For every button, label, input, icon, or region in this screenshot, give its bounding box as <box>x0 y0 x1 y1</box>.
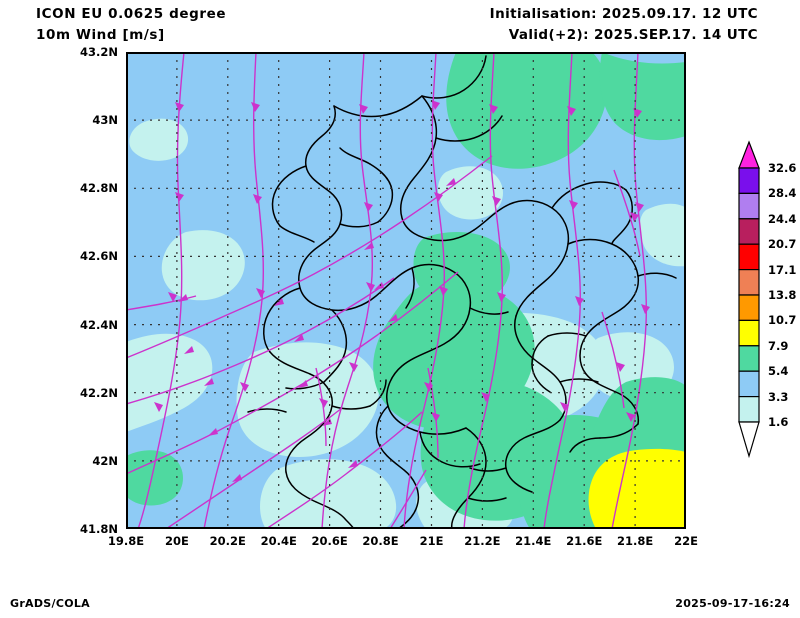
x-tick-label: 21.8E <box>616 534 654 548</box>
colorbar-tick-label: 1.6 <box>768 415 789 429</box>
fill-band-7.9-10.7 <box>588 448 686 529</box>
x-tick-label: 20E <box>164 534 189 548</box>
x-tick-label: 21.2E <box>464 534 501 548</box>
map-gridlines <box>126 52 686 529</box>
y-tick-label: 43N <box>92 113 118 128</box>
variable-subtitle: 10m Wind [m/s] <box>36 27 165 43</box>
colorbar-over-arrow <box>738 140 760 169</box>
initialisation-time: Initialisation: 2025.09.17. 12 UTC <box>489 6 758 22</box>
y-tick-label: 42.8N <box>80 181 118 196</box>
x-tick-label: 20.4E <box>260 534 297 548</box>
y-tick-label: 42.2N <box>80 385 118 400</box>
x-tick-label: 21.6E <box>566 534 603 548</box>
colorbar-tick-label: 24.4 <box>768 211 797 226</box>
y-tick-label: 42.6N <box>80 249 118 264</box>
colorbar-tick-label: 5.4 <box>768 364 789 379</box>
x-tick-label: 21E <box>419 534 444 548</box>
colorbar-under-arrow <box>738 421 760 458</box>
weather-map-svg <box>126 52 686 529</box>
y-tick-label: 43.2N <box>80 45 118 59</box>
colorbar-tick-label: 20.7 <box>768 237 797 252</box>
y-tick-label: 41.8N <box>80 522 118 536</box>
colorbar-tick-label: 7.9 <box>768 338 789 353</box>
colorbar-tick-label: 32.6 <box>768 161 797 175</box>
y-tick-label: 42N <box>92 453 118 468</box>
x-tick-label: 20.6E <box>311 534 348 548</box>
x-tick-label: 20.8E <box>362 534 399 548</box>
colorbar <box>726 140 800 458</box>
model-title: ICON EU 0.0625 degree <box>36 6 227 22</box>
colorbar-tick-label: 13.8 <box>768 288 797 302</box>
colorbar-tick-label: 10.7 <box>768 313 797 328</box>
colorbar-tick-label: 3.3 <box>768 389 789 404</box>
x-tick-label: 21.4E <box>515 534 552 548</box>
y-tick-label: 42.4N <box>80 317 118 332</box>
producer-credit: GrADS/COLA <box>10 597 90 610</box>
streamline-arrowheads <box>154 100 650 482</box>
x-tick-label: 20.2E <box>209 534 246 548</box>
valid-time: Valid(+2): 2025.SEP.17. 14 UTC <box>508 27 758 43</box>
colorbar-tick-label: 17.1 <box>768 262 797 277</box>
generated-stamp: 2025-09-17-16:24 <box>675 597 790 610</box>
x-tick-label: 22E <box>674 534 698 548</box>
colorbar-tick-label: 28.4 <box>768 186 797 201</box>
administrative-boundaries <box>247 55 677 529</box>
map-plot-area <box>126 52 686 529</box>
colorbar-bands <box>738 167 760 423</box>
x-tick-label: 19.8E <box>107 534 145 548</box>
colorbar-svg <box>738 140 760 458</box>
